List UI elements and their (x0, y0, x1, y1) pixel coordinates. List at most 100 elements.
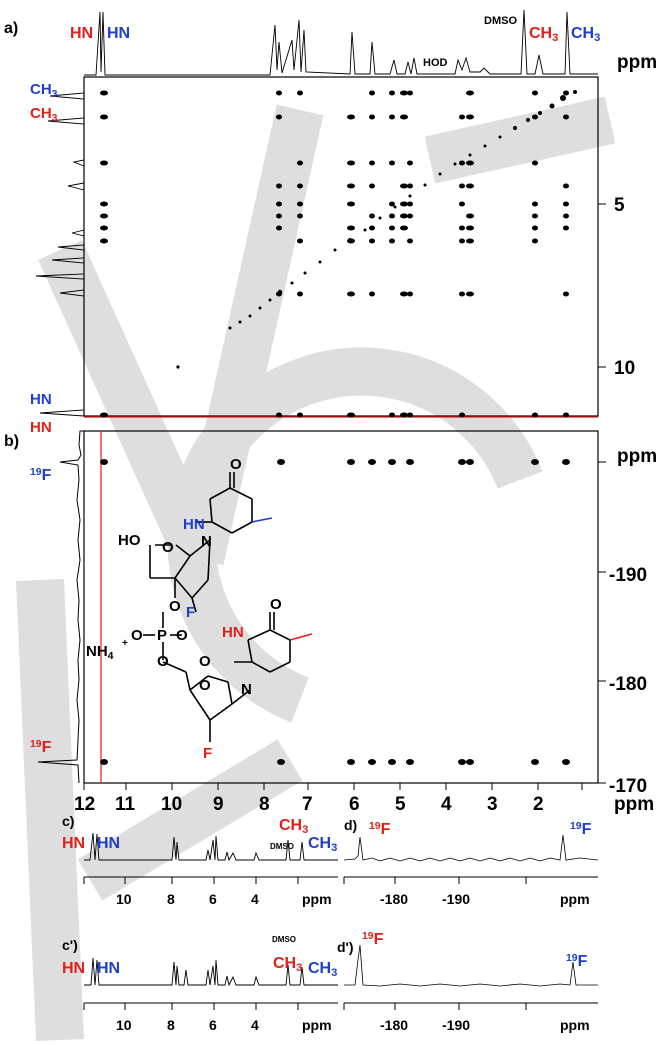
cross-peak (389, 213, 395, 219)
panel-c-prime-tick-8: 8 (167, 1017, 175, 1033)
top-label-ch3-red: CH3 (529, 25, 558, 44)
x-tick-7: 7 (302, 794, 313, 815)
cross-peak (297, 291, 303, 297)
x-tick-3: 3 (487, 794, 498, 815)
cross-peak (459, 114, 465, 120)
cross-peak (532, 238, 538, 244)
panel-c-prime-unit: ppm (302, 1017, 332, 1033)
structure-o-3prime: O (169, 598, 181, 615)
left-label-hn-blue: HN (30, 391, 52, 408)
cross-peak (297, 213, 303, 219)
cross-peak (276, 225, 282, 231)
heteronuclear-peaks (100, 459, 570, 765)
panel-b-tick-170: -170 (609, 776, 647, 797)
cross-peak (297, 183, 303, 189)
panel-d-prime-spectrum (343, 944, 598, 1010)
x-tick-8: 8 (259, 794, 270, 815)
cross-peak (400, 412, 408, 418)
panel-c-prime-tick-10: 10 (116, 1017, 132, 1033)
cross-peak (100, 213, 108, 219)
hf-peak (277, 459, 285, 465)
structure-hn-red: HN (222, 624, 244, 641)
cross-peak (347, 201, 355, 207)
x-axis-labels: 12 11 10 9 8 7 6 5 4 3 2 ppm (74, 794, 654, 815)
panel-c-prime-label: c') (62, 937, 78, 953)
hf-peak (458, 759, 466, 765)
panel-c-tick-6: 6 (209, 891, 217, 907)
cross-peak (369, 160, 375, 166)
cross-peak (347, 412, 355, 418)
cross-peak (459, 238, 465, 244)
cross-peak (389, 412, 395, 418)
structure-f-blue: F (186, 604, 195, 621)
structure-hn-blue: HN (183, 516, 205, 533)
cross-peak (563, 183, 569, 189)
structure-o-minus: O (131, 627, 143, 644)
panel-c-ch3-red: CH3 (279, 817, 308, 836)
cross-peaks (100, 90, 569, 418)
panel-c-tick-10: 10 (116, 891, 132, 907)
panel-c-prime-tick-4: 4 (251, 1017, 259, 1033)
cross-peak (100, 160, 108, 166)
cross-peak (389, 225, 395, 231)
x-tick-5: 5 (395, 794, 406, 815)
structure-o-top-red: O (270, 596, 282, 613)
cross-peak (563, 201, 569, 207)
hf-peak (562, 459, 570, 465)
structure-o-c2-red: O (199, 653, 211, 670)
left-label-19f-blue: 19F (30, 467, 52, 484)
structure-o-double: O (176, 627, 188, 644)
panel-d-prime-19f-red: 19F (362, 931, 384, 948)
cross-peak (459, 291, 465, 297)
x-tick-4: 4 (441, 794, 452, 815)
panel-c-ch3-blue: CH3 (308, 835, 337, 854)
panel-d-19f-blue: 19F (570, 821, 592, 838)
cross-peak (407, 90, 413, 96)
panel-c-tick-4: 4 (251, 891, 259, 907)
structure-nh4: NH4 (86, 643, 114, 662)
structure-p: P (157, 627, 167, 644)
panel-d-prime-unit: ppm (560, 1017, 590, 1033)
cross-peak (297, 238, 303, 244)
panel-c-spectrum (83, 832, 338, 884)
hf-peak (347, 459, 355, 465)
structure-o-5prime: O (157, 653, 169, 670)
cross-peak (400, 90, 408, 96)
panel-c-hn-blue: HN (97, 835, 120, 852)
cross-peak (459, 183, 465, 189)
left-label-19f-red: 19F (30, 739, 52, 756)
top-label-ch3-blue: CH3 (571, 25, 600, 44)
cross-peak (347, 225, 355, 231)
x-tick-9: 9 (213, 794, 224, 815)
panel-b-tick-180: -180 (609, 674, 647, 695)
panel-d-spectrum (343, 834, 599, 884)
cross-peak (276, 201, 282, 207)
cross-peak (563, 114, 569, 120)
cross-peak (276, 213, 282, 219)
hf-peak (531, 459, 539, 465)
cross-peak (400, 183, 408, 189)
hf-peak (388, 759, 396, 765)
cross-peak (369, 238, 375, 244)
cross-peak (369, 114, 375, 120)
top-label-hn-blue: HN (107, 25, 130, 42)
panel-d-prime-tick-190: -190 (442, 1017, 470, 1033)
panel-c-label: c) (62, 813, 74, 829)
cross-peak (369, 90, 375, 96)
cross-peak (389, 201, 395, 207)
top-label-hod: HOD (423, 57, 448, 69)
left-label-ch3-blue: CH3 (30, 81, 58, 100)
cross-peak (100, 225, 108, 231)
cross-peak (347, 291, 355, 297)
cross-peak (532, 412, 538, 418)
top-label-dmso: DMSO (484, 15, 517, 27)
x-tick-6: 6 (349, 794, 360, 815)
left-19f-spectrum (37, 430, 84, 784)
cross-peak (466, 160, 474, 166)
cross-peak (563, 213, 569, 219)
cross-peak (532, 225, 538, 231)
cross-peak (347, 160, 355, 166)
hf-peak (458, 459, 466, 465)
cross-peak (100, 90, 108, 96)
